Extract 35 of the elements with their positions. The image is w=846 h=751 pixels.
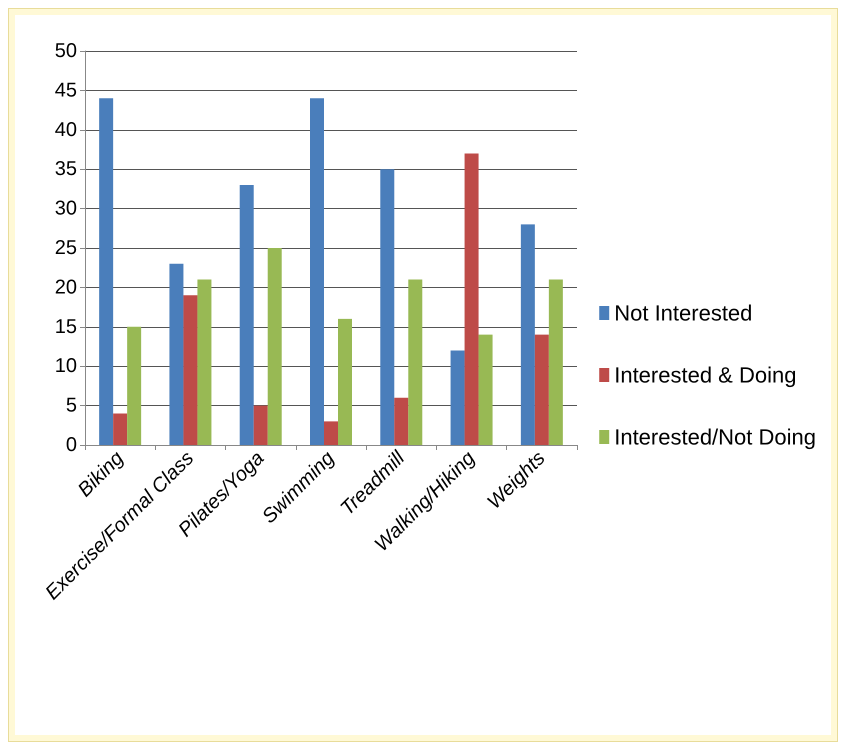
legend-label: Not Interested: [614, 300, 752, 326]
y-tick-label: 45: [54, 79, 77, 102]
y-tick-label: 50: [54, 40, 77, 62]
bar: [197, 280, 212, 445]
bar: [408, 280, 422, 445]
bar: [548, 280, 563, 445]
bar: [520, 224, 535, 445]
y-tick-label: 35: [54, 158, 77, 180]
bar: [534, 334, 549, 445]
bar: [268, 248, 282, 445]
y-tick-label: 25: [54, 237, 77, 259]
bar: [478, 334, 493, 445]
y-tick-label: 20: [54, 276, 77, 298]
y-tick-label: 0: [66, 434, 77, 456]
bar: [99, 98, 114, 445]
y-tick-label: 10: [54, 355, 77, 378]
y-tick-label: 30: [54, 198, 77, 220]
bar: [127, 326, 142, 445]
y-tick-label: 5: [66, 394, 77, 417]
bar: [183, 295, 198, 445]
bar: [240, 184, 254, 445]
y-tick-label: 15: [54, 316, 77, 338]
bar: [169, 264, 184, 445]
legend-label: Interested/Not Doing: [614, 424, 816, 450]
y-tick-label: 40: [54, 118, 77, 141]
legend-label: Interested & Doing: [614, 362, 796, 388]
bar: [394, 398, 408, 445]
bar: [324, 421, 338, 445]
bar: [310, 98, 324, 445]
bar: [338, 318, 352, 445]
bar: [254, 406, 268, 445]
bar: [113, 413, 128, 445]
bar: [450, 350, 465, 445]
bar: [380, 169, 394, 445]
bar: [464, 153, 479, 445]
